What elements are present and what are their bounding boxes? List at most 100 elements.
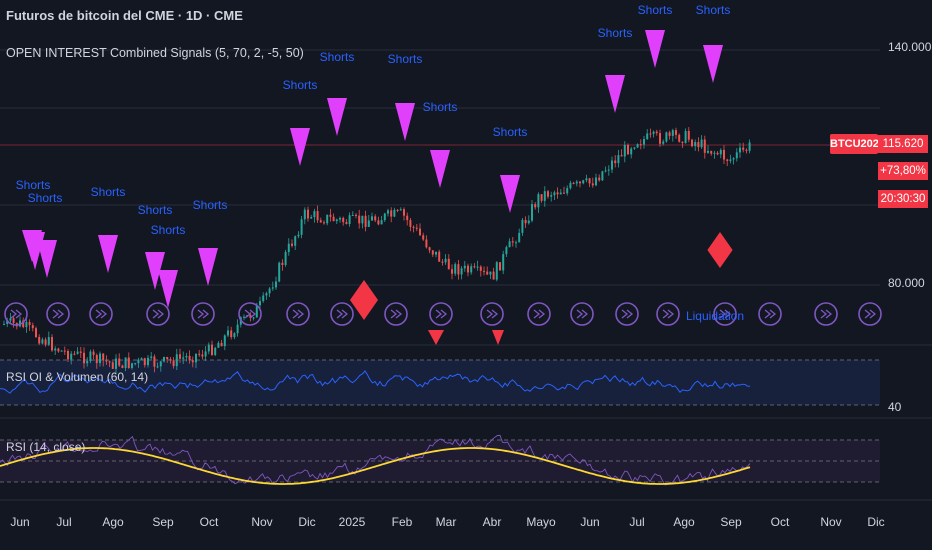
x-axis-tick: Abr — [482, 515, 502, 529]
candle-body — [358, 215, 361, 224]
candle-body — [649, 133, 652, 135]
candle-body — [3, 324, 5, 326]
arrow-circle-icon — [191, 302, 215, 326]
shorts-label: Shorts — [193, 198, 228, 212]
candle-body — [118, 358, 121, 366]
candle-body — [678, 134, 681, 142]
candle-body — [35, 328, 37, 338]
candle-body — [681, 141, 684, 143]
candle-body — [537, 194, 540, 208]
candle-body — [607, 169, 610, 171]
candle-body — [451, 269, 453, 274]
candle-body — [38, 337, 41, 344]
candle-body — [134, 363, 137, 365]
arrow-circle-icon — [615, 302, 639, 326]
candle-body — [95, 355, 98, 364]
candle-body — [735, 152, 738, 159]
candle-body — [748, 142, 751, 151]
arrow-circle-icon — [621, 309, 634, 319]
candle-body — [351, 214, 354, 216]
candle-body — [495, 262, 498, 280]
arrow-circle-icon — [384, 302, 408, 326]
shorts-label: Shorts — [388, 52, 423, 66]
arrow-circle-icon — [4, 302, 28, 326]
candle-body — [399, 209, 402, 211]
candle-body — [563, 192, 565, 194]
x-axis-tick: Dic — [867, 515, 885, 529]
candle-body — [668, 132, 671, 136]
candle-body — [387, 210, 389, 214]
candle-body — [89, 351, 92, 361]
candle-body — [556, 192, 559, 195]
shorts-triangle — [500, 175, 520, 213]
candle-body — [303, 209, 306, 220]
candle-body — [713, 152, 716, 154]
arrow-circle-icon — [238, 302, 262, 326]
arrow-circle-icon — [570, 302, 594, 326]
candle-body — [412, 226, 415, 228]
candle-body — [518, 232, 521, 243]
candle-body — [643, 139, 645, 145]
candle-body — [105, 360, 108, 362]
candle-body — [591, 183, 594, 186]
arrow-circle-icon — [533, 309, 546, 319]
candle-body — [31, 325, 34, 329]
candle-body — [236, 324, 239, 334]
candle-body — [527, 220, 530, 224]
candle-body — [377, 220, 380, 225]
candle-body — [230, 330, 233, 338]
candle-body — [595, 177, 597, 186]
arrow-circle-icon — [390, 309, 403, 319]
candle-body — [191, 360, 194, 363]
candle-body — [86, 360, 89, 364]
shorts-triangle — [22, 230, 42, 262]
rsi-oi-pane-label: RSI OI & Volumen (60, 14) — [6, 370, 149, 384]
candle-body — [70, 353, 73, 360]
x-axis-tick: Jun — [10, 515, 30, 529]
shorts-label: Shorts — [493, 125, 528, 139]
candle-body — [559, 192, 562, 195]
candle-body — [367, 220, 370, 227]
arrow-circle-icon — [330, 302, 354, 326]
shorts-label: Shorts — [151, 223, 186, 237]
candle-body — [457, 264, 460, 275]
shorts-triangle — [645, 30, 665, 68]
candle-body — [124, 357, 127, 368]
candle-body — [441, 261, 444, 263]
arrow-circle-icon — [244, 309, 257, 319]
x-axis-tick: Ago — [673, 515, 695, 529]
x-axis-tick: Sep — [720, 515, 742, 529]
candle-body — [438, 251, 441, 262]
candle-body — [473, 266, 476, 268]
shorts-triangle — [290, 128, 310, 166]
candle-body — [604, 170, 607, 172]
arrow-circle-icon — [820, 309, 833, 319]
candle-body — [614, 160, 617, 164]
candle-body — [691, 139, 693, 147]
arrow-circle-icon — [435, 309, 448, 319]
candle-body — [543, 191, 546, 201]
shorts-label: Shorts — [28, 191, 63, 205]
candle-body — [700, 139, 703, 148]
candle-body — [223, 335, 226, 347]
shorts-label: Shorts — [320, 50, 355, 64]
candle-body — [268, 288, 271, 294]
candle-body — [201, 354, 204, 357]
x-axis-tick: Oct — [199, 515, 219, 529]
arrow-circle-icon — [656, 302, 680, 326]
arrow-circle-icon — [480, 302, 504, 326]
candle-body — [60, 350, 63, 352]
candle-body — [275, 281, 277, 288]
candle-body — [454, 264, 457, 274]
candle-body — [339, 217, 341, 220]
candle-body — [198, 353, 201, 355]
arrow-circle-icon — [52, 309, 65, 319]
candle-body — [703, 139, 706, 153]
x-axis-tick: Feb — [391, 515, 413, 529]
x-axis-tick: Jun — [580, 515, 600, 529]
candle-body — [99, 353, 101, 364]
candle-body — [19, 320, 21, 327]
x-axis-tick: Mar — [435, 515, 457, 529]
candle-body — [588, 178, 591, 184]
